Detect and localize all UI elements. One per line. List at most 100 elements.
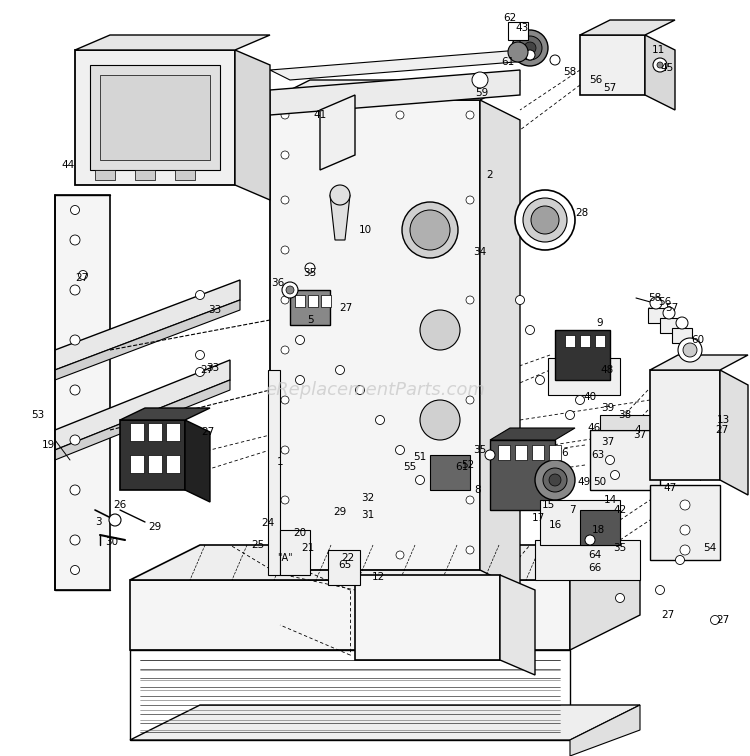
Polygon shape bbox=[355, 575, 500, 660]
Text: 38: 38 bbox=[618, 410, 632, 420]
Circle shape bbox=[296, 336, 304, 345]
Text: 7: 7 bbox=[568, 505, 575, 515]
Bar bbox=[580, 335, 590, 347]
Text: 27: 27 bbox=[200, 365, 214, 375]
Polygon shape bbox=[570, 545, 640, 650]
Circle shape bbox=[281, 396, 289, 404]
Circle shape bbox=[410, 210, 450, 250]
Polygon shape bbox=[650, 370, 720, 480]
Polygon shape bbox=[55, 300, 240, 380]
Text: 27: 27 bbox=[201, 427, 214, 437]
Circle shape bbox=[282, 282, 298, 298]
Text: 30: 30 bbox=[106, 537, 118, 547]
Circle shape bbox=[523, 198, 567, 242]
Polygon shape bbox=[130, 705, 640, 740]
Circle shape bbox=[683, 343, 697, 357]
Circle shape bbox=[70, 485, 80, 495]
Circle shape bbox=[395, 445, 404, 454]
Text: 4: 4 bbox=[634, 425, 641, 435]
Circle shape bbox=[196, 290, 205, 299]
Text: 55: 55 bbox=[404, 462, 417, 472]
Circle shape bbox=[515, 296, 524, 305]
Text: 8: 8 bbox=[475, 485, 482, 495]
Circle shape bbox=[512, 30, 548, 66]
Circle shape bbox=[305, 263, 315, 273]
Polygon shape bbox=[280, 530, 310, 575]
Circle shape bbox=[657, 62, 663, 68]
Bar bbox=[166, 455, 180, 473]
Bar bbox=[130, 423, 144, 441]
Text: 19: 19 bbox=[41, 440, 55, 450]
Polygon shape bbox=[120, 408, 210, 420]
Polygon shape bbox=[490, 428, 575, 440]
Polygon shape bbox=[590, 430, 660, 490]
Circle shape bbox=[281, 151, 289, 159]
Circle shape bbox=[281, 496, 289, 504]
Circle shape bbox=[196, 351, 205, 360]
Polygon shape bbox=[490, 440, 555, 510]
Circle shape bbox=[508, 42, 528, 62]
Polygon shape bbox=[185, 420, 210, 502]
Polygon shape bbox=[650, 485, 720, 560]
Polygon shape bbox=[120, 420, 185, 490]
Text: 59: 59 bbox=[476, 88, 489, 98]
Circle shape bbox=[616, 593, 625, 603]
Circle shape bbox=[335, 365, 344, 374]
Circle shape bbox=[526, 326, 535, 334]
Bar bbox=[498, 445, 510, 460]
Polygon shape bbox=[720, 370, 748, 495]
Polygon shape bbox=[580, 20, 675, 35]
Text: 29: 29 bbox=[333, 507, 346, 517]
Circle shape bbox=[330, 185, 350, 205]
Polygon shape bbox=[130, 650, 570, 740]
Polygon shape bbox=[130, 545, 640, 580]
Circle shape bbox=[416, 476, 424, 485]
Circle shape bbox=[531, 206, 559, 234]
Polygon shape bbox=[660, 318, 680, 333]
Circle shape bbox=[680, 545, 690, 555]
Text: 9: 9 bbox=[597, 318, 603, 328]
Text: 22: 22 bbox=[341, 553, 355, 563]
Polygon shape bbox=[270, 100, 480, 570]
Bar bbox=[135, 170, 155, 180]
Circle shape bbox=[663, 307, 675, 319]
Circle shape bbox=[518, 36, 542, 60]
Circle shape bbox=[536, 376, 544, 385]
Polygon shape bbox=[430, 455, 470, 490]
Circle shape bbox=[466, 196, 474, 204]
Text: 63: 63 bbox=[591, 450, 604, 460]
Text: 46: 46 bbox=[587, 423, 601, 433]
Text: 48: 48 bbox=[600, 365, 613, 375]
Text: 33: 33 bbox=[206, 363, 220, 373]
Polygon shape bbox=[290, 290, 330, 325]
Text: 56: 56 bbox=[658, 297, 672, 307]
Bar bbox=[130, 455, 144, 473]
Text: 37: 37 bbox=[602, 437, 615, 447]
Text: 58: 58 bbox=[563, 67, 577, 77]
Polygon shape bbox=[75, 35, 270, 50]
Circle shape bbox=[466, 546, 474, 554]
Circle shape bbox=[70, 285, 80, 295]
Circle shape bbox=[281, 296, 289, 304]
Text: 12: 12 bbox=[371, 572, 385, 582]
Polygon shape bbox=[55, 360, 230, 450]
Polygon shape bbox=[580, 510, 620, 545]
Text: 53: 53 bbox=[32, 410, 45, 420]
Text: 50: 50 bbox=[593, 477, 607, 487]
Circle shape bbox=[109, 514, 121, 526]
Polygon shape bbox=[100, 75, 210, 160]
Circle shape bbox=[70, 435, 80, 445]
Text: 47: 47 bbox=[663, 483, 676, 493]
Circle shape bbox=[296, 376, 304, 385]
Circle shape bbox=[356, 386, 364, 395]
Polygon shape bbox=[270, 70, 520, 115]
Circle shape bbox=[466, 296, 474, 304]
Circle shape bbox=[650, 297, 662, 309]
Polygon shape bbox=[540, 500, 620, 545]
Circle shape bbox=[281, 346, 289, 354]
Text: 28: 28 bbox=[575, 208, 589, 218]
Bar bbox=[175, 170, 195, 180]
Circle shape bbox=[70, 385, 80, 395]
Circle shape bbox=[420, 310, 460, 350]
Text: 18: 18 bbox=[591, 525, 604, 535]
